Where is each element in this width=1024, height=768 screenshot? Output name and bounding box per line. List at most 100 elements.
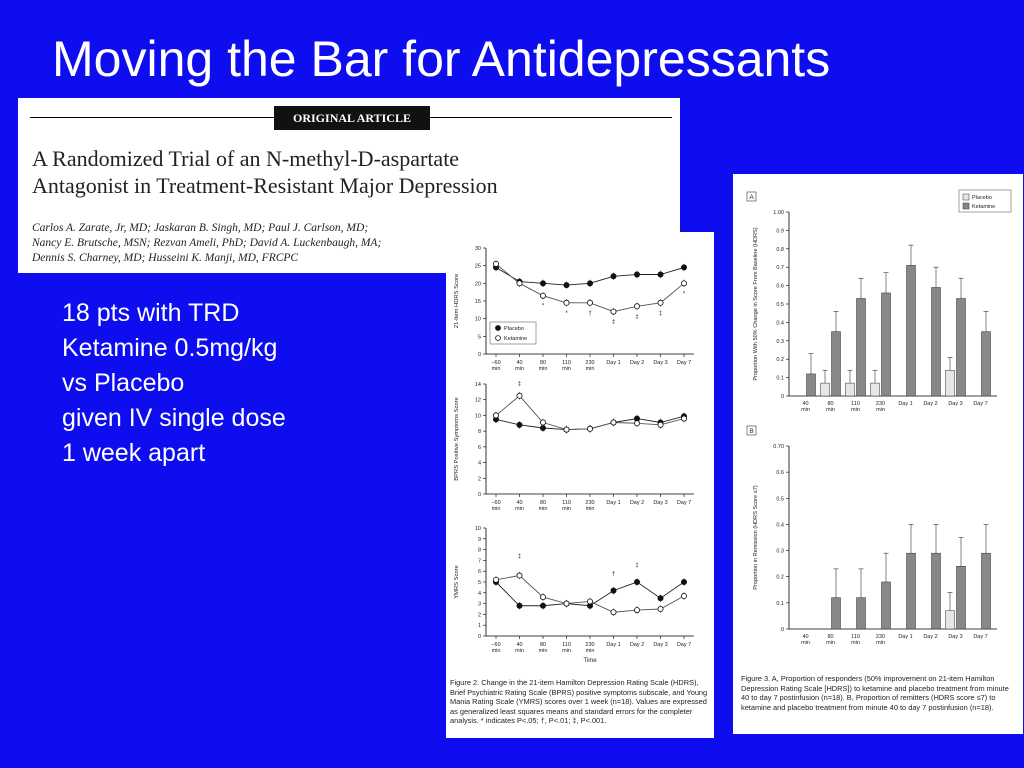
placebo-bar bbox=[820, 382, 830, 397]
y-tick-label: 6 bbox=[478, 569, 481, 575]
significance-marker: ‡ bbox=[518, 382, 521, 388]
y-tick-label: 2 bbox=[478, 612, 481, 618]
bullet-item: 1 week apart bbox=[62, 439, 206, 467]
significance-marker: * bbox=[565, 311, 568, 317]
x-tick-label: Day 7 bbox=[973, 401, 987, 407]
ketamine-bar bbox=[906, 552, 916, 630]
figure-2-panel: 0 5 10 15 20 25 30 21-Item HDRS Score −60 min 40 mi… bbox=[446, 232, 714, 738]
ketamine-bar bbox=[981, 552, 991, 630]
y-tick-label: 0.3 bbox=[776, 339, 784, 345]
x-tick-label: 230 bbox=[585, 500, 594, 506]
x-tick-label: 80 bbox=[827, 401, 833, 407]
x-tick-label: Day 1 bbox=[898, 401, 912, 407]
x-tick-label: 80 bbox=[540, 500, 546, 506]
legend-ketamine-label: Ketamine bbox=[972, 204, 995, 210]
placebo-point bbox=[540, 602, 547, 609]
placebo-point bbox=[586, 280, 593, 287]
original-article-badge: ORIGINAL ARTICLE bbox=[274, 106, 430, 130]
significance-marker: ‡ bbox=[635, 314, 638, 320]
y-tick-label: 25 bbox=[475, 264, 481, 270]
x-tick-label: 40 bbox=[802, 401, 808, 407]
x-tick-label: 230 bbox=[876, 401, 885, 407]
y-tick-label: 0.9 bbox=[776, 228, 784, 234]
ketamine-bar bbox=[931, 287, 941, 397]
y-tick-label: 0 bbox=[478, 352, 481, 358]
authors-line-3: Dennis S. Charney, MD; Husseini K. Manji… bbox=[32, 252, 299, 264]
ketamine-bar bbox=[906, 265, 916, 397]
y-tick-label: 12 bbox=[475, 398, 481, 404]
ketamine-point bbox=[540, 292, 547, 299]
ketamine-bar bbox=[956, 566, 966, 630]
x-tick-label: Day 2 bbox=[923, 634, 937, 640]
ketamine-point bbox=[563, 600, 570, 607]
y-axis-label: BPRS Positive Symptoms Score bbox=[454, 397, 460, 480]
x-tick-label: min bbox=[492, 506, 501, 512]
x-tick-label: min bbox=[586, 366, 595, 372]
x-tick-label: 110 bbox=[562, 500, 571, 506]
significance-marker: * bbox=[683, 291, 686, 297]
x-tick-label: 40 bbox=[516, 360, 522, 366]
significance-marker: ‡ bbox=[635, 563, 638, 569]
ketamine-bar bbox=[856, 597, 866, 630]
ketamine-point bbox=[633, 420, 640, 427]
y-tick-label: 8 bbox=[478, 429, 481, 435]
x-tick-label: −60 bbox=[491, 360, 500, 366]
ketamine-bar bbox=[981, 331, 991, 397]
figure-3-charts: A 0 0.1 0.2 0.3 0.4 0.5 0.6 0.7 0.8 0.9 1.00 Proport… bbox=[746, 189, 1012, 646]
x-tick-label: Day 1 bbox=[606, 360, 620, 366]
x-tick-label: min bbox=[492, 648, 501, 654]
x-tick-label: 40 bbox=[802, 634, 808, 640]
x-tick-label: 110 bbox=[851, 634, 860, 640]
y-tick-label: 10 bbox=[475, 413, 481, 419]
slide-title: Moving the Bar for Antidepressants bbox=[52, 31, 831, 87]
placebo-point bbox=[680, 264, 687, 271]
placebo-point bbox=[563, 282, 570, 289]
ketamine-point bbox=[633, 303, 640, 310]
ketamine-point bbox=[610, 308, 617, 315]
x-tick-label: Day 1 bbox=[606, 642, 620, 648]
x-tick-label: min bbox=[515, 506, 524, 512]
ketamine-point bbox=[493, 260, 500, 267]
bullet-item: 18 pts with TRD bbox=[62, 299, 240, 327]
x-tick-label: 230 bbox=[585, 360, 594, 366]
y-tick-label: 0 bbox=[478, 634, 481, 640]
y-tick-label: 4 bbox=[478, 461, 481, 467]
ketamine-bar bbox=[881, 581, 891, 630]
legend-ketamine-swatch bbox=[962, 202, 970, 210]
ketamine-bar bbox=[831, 597, 841, 630]
ketamine-bar bbox=[881, 292, 891, 397]
x-tick-label: −60 bbox=[491, 500, 500, 506]
x-tick-label: Day 2 bbox=[923, 401, 937, 407]
y-tick-label: 30 bbox=[475, 246, 481, 252]
y-tick-label: 2 bbox=[478, 476, 481, 482]
ketamine-point bbox=[586, 299, 593, 306]
ketamine-point bbox=[680, 415, 687, 422]
placebo-point bbox=[633, 271, 640, 278]
x-tick-label: min bbox=[826, 640, 835, 646]
y-tick-label: 20 bbox=[475, 281, 481, 287]
y-tick-label: 0.4 bbox=[776, 320, 784, 326]
bullet-item: Ketamine 0.5mg/kg bbox=[62, 334, 278, 362]
x-tick-label: min bbox=[492, 366, 501, 372]
y-tick-label: 14 bbox=[475, 382, 481, 388]
figure-2-caption: Figure 2. Change in the 21-item Hamilton… bbox=[450, 678, 708, 725]
y-axis-label: YMRS Score bbox=[454, 565, 460, 599]
significance-marker: * bbox=[542, 304, 545, 310]
x-tick-label: 40 bbox=[516, 642, 522, 648]
ketamine-point bbox=[540, 594, 547, 601]
placebo-point bbox=[633, 578, 640, 585]
y-tick-label: 8 bbox=[478, 548, 481, 554]
ketamine-bar bbox=[831, 331, 841, 397]
x-tick-label: 110 bbox=[562, 642, 571, 648]
x-tick-label: −60 bbox=[491, 642, 500, 648]
x-tick-label: min bbox=[515, 366, 524, 372]
ketamine-point bbox=[657, 299, 664, 306]
y-tick-label: 10 bbox=[475, 526, 481, 532]
y-tick-label: 0.4 bbox=[776, 522, 784, 528]
x-tick-label: Day 2 bbox=[630, 500, 644, 506]
figure-3-panel: A 0 0.1 0.2 0.3 0.4 0.5 0.6 0.7 0.8 0.9 1.00 Proport… bbox=[733, 174, 1023, 734]
x-tick-label: Day 1 bbox=[606, 500, 620, 506]
x-tick-label: Day 2 bbox=[630, 642, 644, 648]
ketamine-bar bbox=[956, 298, 966, 397]
y-tick-label: 0.5 bbox=[776, 302, 784, 308]
